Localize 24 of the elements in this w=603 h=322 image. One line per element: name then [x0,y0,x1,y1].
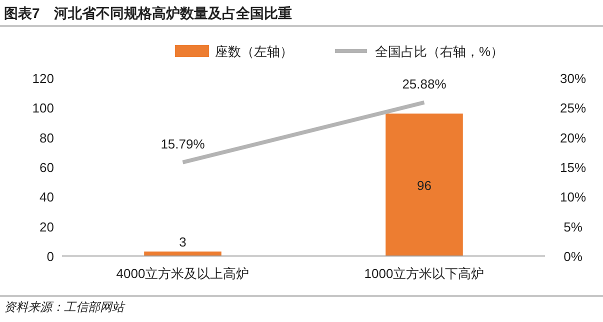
data-label: 15.79% [160,136,206,152]
y2-tick-label: 25% [560,100,586,116]
y2-tick-label: 15% [560,160,586,175]
y-tick-label: 0 [46,249,54,264]
y2-tick-label: 5% [564,219,583,234]
y-tick-label: 100 [32,100,54,116]
data-label: 25.88% [402,76,447,92]
y-tick-label: 80 [40,130,54,146]
y2-tick-label: 20% [560,130,586,146]
y2-tick-label: 30% [560,71,586,86]
chart-title: 图表7 河北省不同规格高炉数量及占全国比重 [4,5,292,21]
y-tick-label: 120 [32,71,54,86]
x-tick-label: 4000立方米及以上高炉 [116,266,250,281]
data-label: 3 [179,234,186,250]
legend-label: 座数（左轴） [215,44,293,59]
data-label: 96 [417,178,432,193]
y-tick-label: 40 [40,190,54,205]
y-tick-label: 60 [40,160,54,175]
y-tick-label: 20 [40,219,54,234]
text: 资料来源：工信部网站 [4,300,126,314]
y2-tick-label: 10% [560,190,586,205]
x-tick-label: 1000立方米以下高炉 [364,266,484,281]
legend-label: 全国占比（右轴，%） [375,44,504,59]
y2-tick-label: 0% [564,249,583,264]
